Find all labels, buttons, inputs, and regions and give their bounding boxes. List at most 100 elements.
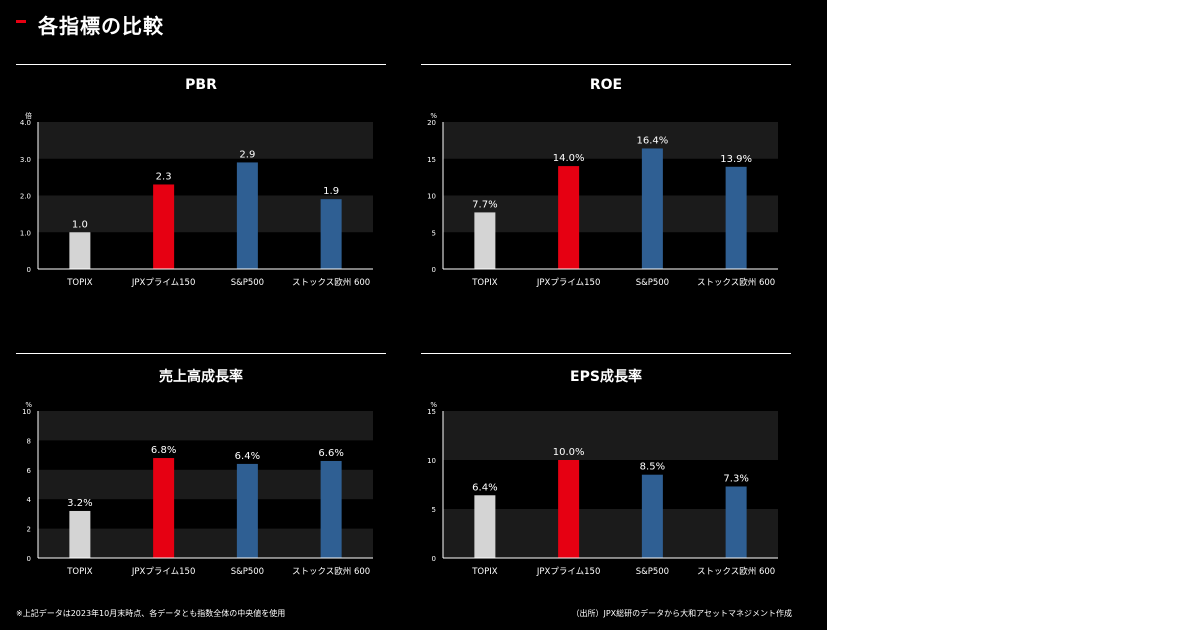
x-tick-label: JPXプライム150	[131, 567, 196, 577]
data-label: 6.4%	[235, 451, 260, 462]
chart-sales-growth: 0 2 4 6 8 10% 3.2% TOPIX 6.8% JPXプライム150 6.4% S&P50…	[22, 401, 373, 577]
x-tick-label: JPXプライム150	[536, 278, 601, 288]
bar-3	[641, 474, 663, 558]
grid-band	[38, 469, 373, 500]
y-tick-label: 0	[432, 266, 436, 274]
chart-panel-eps-growth: EPS成長率 0 5 10 15% 6.4% TOPIX 10.0% JPXプライム150 8.…	[421, 353, 791, 613]
y-tick-label: 4.0	[20, 119, 31, 127]
y-tick-label: 5	[432, 506, 436, 514]
y-tick-label: 2	[27, 526, 31, 534]
y-tick-label: 0	[27, 555, 31, 563]
bar-3	[236, 162, 258, 269]
y-tick-label: 15	[427, 408, 436, 416]
grid-band	[38, 411, 373, 441]
grid-band	[38, 528, 373, 558]
grid-band	[38, 195, 373, 233]
bar-3	[236, 463, 258, 558]
grid-band	[443, 195, 778, 233]
title-accent-mark	[16, 20, 26, 23]
y-tick-label: 4	[27, 496, 32, 504]
data-label: 3.2%	[67, 498, 92, 509]
slide: 各指標の比較 PBR 0 1.0 2.0 3.0 4.0 倍 1.0 TOPIX 2.3 JPXプ…	[0, 0, 827, 630]
x-tick-label: ストックス欧州 600	[292, 566, 370, 577]
x-tick-label: S&P500	[231, 278, 264, 288]
x-tick-label: S&P500	[231, 567, 264, 577]
grid-band	[443, 411, 778, 460]
grid-band	[443, 509, 778, 558]
chart-title: EPS成長率	[570, 369, 642, 385]
y-unit-label: 倍	[25, 111, 32, 120]
bar-4	[320, 199, 342, 269]
chart-eps-growth: 0 5 10 15% 6.4% TOPIX 10.0% JPXプライム150 8.5% S&P50…	[427, 401, 778, 577]
y-tick-label: 3.0	[20, 156, 31, 164]
grid-band	[443, 122, 778, 159]
bar-4	[320, 460, 342, 558]
chart-panel-roe: ROE 0 5 10 15 20% 7.7% TOPIX 14.0% JPXプライム150 16.…	[421, 64, 791, 324]
x-tick-label: TOPIX	[66, 278, 93, 288]
x-tick-label: S&P500	[636, 278, 669, 288]
chart-panel-sales-growth: 売上高成長率 0 2 4 6 8 10% 3.2% TOPIX 6.8% JPXプライム150 6.…	[16, 353, 386, 613]
data-label: 6.8%	[151, 445, 176, 456]
source-note: （出所）JPX総研のデータから大和アセットマネジメント作成	[571, 609, 792, 618]
y-tick-label: 0	[432, 555, 436, 563]
bar-2	[153, 458, 175, 558]
y-tick-label: 20	[427, 119, 436, 127]
y-tick-label: 10	[427, 193, 436, 201]
data-label: 13.9%	[720, 154, 752, 165]
bar-2	[558, 166, 580, 269]
data-label: 8.5%	[640, 462, 665, 473]
y-tick-label: 0	[27, 266, 31, 274]
panel-divider	[16, 353, 386, 354]
panel-divider	[16, 64, 386, 65]
y-tick-label: 15	[427, 156, 436, 164]
panel-divider	[421, 64, 791, 65]
y-tick-label: 6	[27, 467, 32, 475]
data-label: 1.9	[323, 186, 339, 197]
data-label: 16.4%	[636, 135, 668, 146]
x-tick-label: S&P500	[636, 567, 669, 577]
y-tick-label: 10	[427, 457, 436, 465]
y-tick-label: 8	[27, 437, 31, 445]
y-tick-label: 1.0	[20, 229, 31, 237]
data-label: 14.0%	[553, 153, 585, 164]
bar-1	[474, 495, 496, 558]
x-tick-label: JPXプライム150	[536, 567, 601, 577]
data-label: 6.6%	[318, 448, 343, 459]
x-tick-label: ストックス欧州 600	[697, 277, 775, 288]
y-tick-label: 2.0	[20, 193, 31, 201]
x-tick-label: TOPIX	[471, 567, 498, 577]
data-label: 10.0%	[553, 447, 585, 458]
chart-title: 売上高成長率	[159, 369, 243, 385]
y-tick-label: 5	[432, 229, 436, 237]
bar-3	[641, 148, 663, 269]
x-tick-label: ストックス欧州 600	[697, 566, 775, 577]
chart-roe: 0 5 10 15 20% 7.7% TOPIX 14.0% JPXプライム150 16.4% S&…	[427, 112, 778, 288]
data-label: 1.0	[72, 219, 88, 230]
chart-pbr: 0 1.0 2.0 3.0 4.0倍 1.0 TOPIX 2.3 JPXプライム150 2.9 S&…	[20, 111, 373, 288]
data-label: 2.3	[156, 171, 172, 182]
page-title: 各指標の比較	[38, 14, 164, 38]
data-label: 7.7%	[472, 199, 497, 210]
panel-divider	[421, 353, 791, 354]
bar-4	[725, 486, 747, 558]
chart-title: ROE	[589, 77, 623, 93]
footnote: ※上記データは2023年10月末時点、各データとも指数全体の中央値を使用	[16, 609, 286, 618]
y-unit-label: %	[25, 401, 32, 409]
x-tick-label: TOPIX	[471, 278, 498, 288]
y-unit-label: %	[430, 401, 437, 409]
bar-2	[558, 460, 580, 558]
bar-1	[474, 212, 496, 269]
bar-1	[69, 232, 91, 269]
y-unit-label: %	[430, 112, 437, 120]
data-label: 7.3%	[723, 473, 748, 484]
chart-title: PBR	[185, 77, 217, 93]
grid-band	[38, 122, 373, 159]
data-label: 2.9	[239, 149, 255, 160]
bar-1	[69, 510, 91, 558]
bar-2	[153, 184, 175, 269]
bar-4	[725, 166, 747, 269]
x-tick-label: TOPIX	[66, 567, 93, 577]
data-label: 6.4%	[472, 482, 497, 493]
x-tick-label: JPXプライム150	[131, 278, 196, 288]
y-tick-label: 10	[22, 408, 31, 416]
